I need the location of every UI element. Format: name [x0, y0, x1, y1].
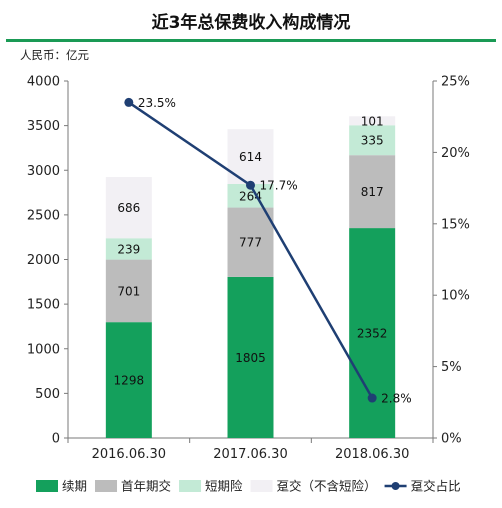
- legend-line-marker: [391, 482, 400, 490]
- y-left-tick-label: 0: [52, 432, 60, 447]
- y-left-tick-label: 1000: [27, 342, 60, 357]
- bar-data-label: 817: [361, 185, 384, 199]
- legend-label: 趸交占比: [411, 479, 461, 494]
- x-tick-label: 2017.06.30: [213, 447, 287, 462]
- bar-data-label: 1805: [235, 351, 266, 365]
- bar-data-label: 614: [239, 150, 262, 164]
- bar-segment: [227, 276, 274, 438]
- y-left-tick-label: 500: [35, 387, 60, 402]
- bar-data-label: 335: [361, 134, 384, 148]
- legend-label: 趸交（不含短险）: [277, 479, 377, 494]
- bar-segment: [227, 183, 274, 208]
- bar-data-label: 101: [361, 114, 384, 128]
- line-data-label: 23.5%: [138, 96, 176, 110]
- bar-data-label: 2352: [357, 327, 388, 341]
- bar-data-label: 1298: [114, 374, 145, 388]
- line-point: [246, 180, 255, 190]
- legend-label: 首年期交: [121, 479, 171, 494]
- bar-data-label: 701: [117, 284, 140, 298]
- y-right-tick-label: 15%: [441, 217, 470, 232]
- y-right-tick-label: 25%: [441, 75, 470, 90]
- title-divider: [6, 39, 496, 42]
- legend-swatch: [250, 480, 273, 492]
- line-point: [124, 97, 134, 107]
- bar-data-label: 686: [117, 201, 140, 215]
- legend-swatch: [36, 480, 58, 492]
- x-tick-label: 2016.06.30: [92, 447, 166, 462]
- x-tick-label: 2018.06.30: [335, 447, 409, 462]
- legend-swatch: [179, 480, 202, 492]
- line-point: [367, 393, 377, 403]
- bar-segment: [105, 238, 152, 260]
- line-data-label: 2.8%: [381, 392, 412, 406]
- y-left-tick-label: 3500: [27, 119, 60, 134]
- legend-label: 续期: [62, 479, 87, 494]
- y-right-tick-label: 0%: [441, 432, 462, 447]
- y-left-tick-label: 1500: [27, 298, 60, 313]
- y-right-tick-label: 10%: [441, 289, 470, 304]
- bar-segment: [349, 125, 396, 156]
- bar-segment: [349, 116, 396, 126]
- bar-segment: [105, 322, 152, 438]
- legend-swatch: [95, 480, 118, 492]
- bar-segment: [105, 177, 152, 239]
- line-data-label: 17.7%: [260, 179, 298, 193]
- legend-label: 短期险: [205, 479, 243, 494]
- bar-data-label: 239: [117, 242, 140, 256]
- y-left-tick-label: 2000: [27, 253, 60, 268]
- bar-segment: [349, 228, 396, 438]
- y-left-tick-label: 4000: [27, 75, 60, 90]
- bar-segment: [227, 207, 274, 277]
- chart-title: 近3年总保费收入构成情况: [151, 13, 351, 33]
- y-left-tick-label: 3000: [27, 164, 60, 179]
- y-right-tick-label: 5%: [441, 360, 462, 375]
- bar-segment: [105, 259, 152, 323]
- unit-label: 人民币：亿元: [20, 48, 89, 62]
- bar-data-label: 777: [239, 236, 262, 250]
- y-left-tick-label: 2500: [27, 208, 60, 223]
- bar-segment: [349, 155, 396, 229]
- y-right-tick-label: 20%: [441, 146, 470, 161]
